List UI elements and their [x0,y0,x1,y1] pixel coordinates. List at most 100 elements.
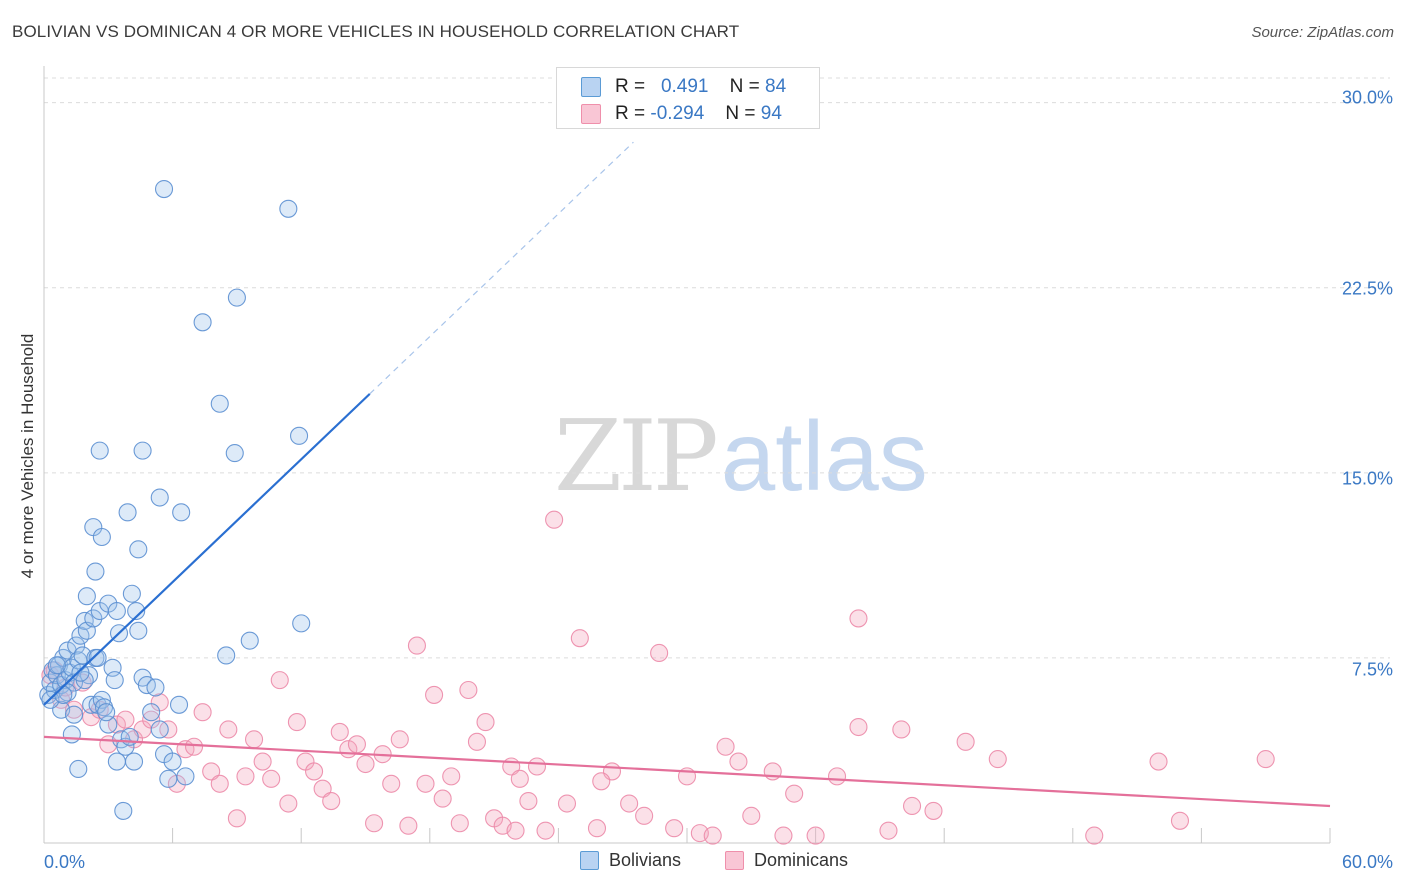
bolivian-point [64,673,84,692]
y-tick-label: 7.5% [1351,659,1393,680]
dominican-point [64,700,84,719]
bolivian-point [67,636,86,655]
bolivians-trendline [43,393,371,706]
dominican-point [476,713,495,732]
bolivian-point [217,646,236,665]
dominican-point [506,821,525,840]
dominican-point [467,732,487,751]
dominican-point [665,819,684,838]
bolivian-point [240,631,259,650]
dominican-point [382,774,401,793]
grid-lines [44,77,1390,659]
r-value: 0.491 [660,76,709,97]
dominican-point [879,821,898,840]
dominican-point [587,819,607,838]
trendlines [43,141,1331,808]
dominican-point [116,710,135,729]
y-tick-label: 22.5% [1341,278,1393,299]
bolivian-point [146,678,165,697]
bolivian-point [142,703,161,722]
dominican-point [536,821,555,840]
dominican-point [527,757,547,776]
dominican-point [849,609,868,628]
dominican-point [956,732,975,751]
bolivian-point [124,752,144,771]
watermark-atlas: atlas [720,401,928,511]
dominican-point [806,826,825,845]
bolivian-point [84,609,103,628]
dominicans-trendline [43,735,1331,808]
dominican-point [184,737,204,756]
dominican-point [1149,752,1168,771]
dominican-point [347,735,366,754]
watermark-zip: ZIP [554,400,719,514]
dominican-point [219,720,238,739]
dominican-point [1256,750,1275,769]
bolivian-point [62,725,81,744]
dominican-point [442,767,461,786]
legend-item-dominicans: Dominicans [725,850,848,871]
dominican-point [262,769,281,788]
dominican-point [892,720,911,739]
dominican-point [287,713,306,732]
dominican-point [592,772,611,791]
bolivians-swatch [581,77,601,97]
bolivian-point [225,444,244,463]
bolivian-point [154,179,174,199]
r-label: R = [615,76,646,97]
dominican-point [510,769,529,788]
bolivian-point [86,562,105,581]
dominican-point [236,767,255,786]
dominican-point [849,717,868,737]
dominican-point [545,510,564,529]
dominican-point [519,791,538,811]
dominican-point [425,685,444,704]
bolivian-point [107,601,126,621]
r-label: R = [615,103,646,124]
bolivian-point [169,695,189,714]
bolivian-point [69,759,88,779]
bolivian-point [129,540,148,559]
dominican-point [305,762,324,781]
dominican-point [313,779,332,798]
bolivian-point [129,621,148,640]
dominican-point [253,752,272,771]
x-tick-label-min: 0.0% [44,852,86,872]
dominican-point [365,814,384,833]
dominican-point [227,809,246,828]
n-label: N = [725,103,756,124]
dominican-point [827,767,847,786]
dominican-point [635,806,654,825]
bolivian-point [159,769,178,788]
bolivian-point [71,663,90,682]
dominican-point [330,722,349,742]
n-value: 84 [765,76,787,97]
bolivian-point [279,199,298,218]
bolivian-point [77,587,96,606]
dominican-point [902,796,922,816]
dominican-point [742,806,761,825]
dominican-point [433,789,452,808]
bolivian-point [176,767,195,786]
bolivian-point [114,801,133,820]
dominican-point [279,794,298,813]
dominican-point [1170,811,1190,830]
bolivian-point [92,527,111,547]
bolivian-point [97,703,116,722]
bolivians-stats-text: R = 0.491 N = 84 [615,76,786,98]
dominican-point [356,754,375,774]
dominican-point [322,791,341,811]
bolivian-point [107,752,126,771]
bolivian-point [172,503,191,522]
dominican-point [703,826,722,845]
watermark: ZIPatlas [554,400,928,514]
dominican-point [407,636,426,655]
dominican-point [620,794,639,813]
bolivian-point [54,685,73,704]
y-tick-label: 30.0% [1341,87,1393,108]
bolivian-point [227,288,246,307]
bolivian-point [133,441,152,460]
dominican-point [570,629,589,648]
dominicans-points [41,510,1275,845]
bolivian-point [150,488,169,507]
